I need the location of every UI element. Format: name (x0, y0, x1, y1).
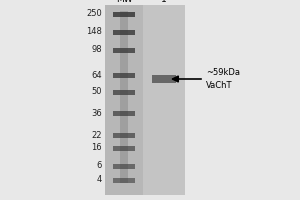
Bar (105, 5, 143, 195)
Text: 50: 50 (92, 88, 102, 97)
Text: 36: 36 (91, 108, 102, 117)
Bar (113, 29, 135, 34)
Bar (113, 72, 135, 77)
Text: 1: 1 (161, 0, 167, 4)
Text: 22: 22 (92, 130, 102, 140)
Bar (113, 178, 135, 182)
Text: 16: 16 (92, 144, 102, 152)
Bar (113, 47, 135, 52)
Bar (143, 5, 185, 195)
Text: 4: 4 (97, 176, 102, 184)
Text: MW: MW (116, 0, 132, 4)
Bar (152, 75, 176, 83)
Text: 148: 148 (86, 27, 102, 36)
Bar (105, 5, 185, 195)
Text: 98: 98 (92, 46, 102, 54)
Bar (113, 110, 135, 116)
Text: 64: 64 (92, 71, 102, 79)
Text: ~59kDa: ~59kDa (206, 68, 240, 77)
Bar (113, 146, 135, 150)
Bar (120, 11, 128, 183)
Bar (113, 164, 135, 168)
Text: 250: 250 (86, 9, 102, 19)
Bar (113, 11, 135, 17)
Text: 6: 6 (97, 162, 102, 170)
Bar (113, 132, 135, 138)
Text: VaChT: VaChT (206, 81, 232, 90)
Bar (113, 90, 135, 95)
